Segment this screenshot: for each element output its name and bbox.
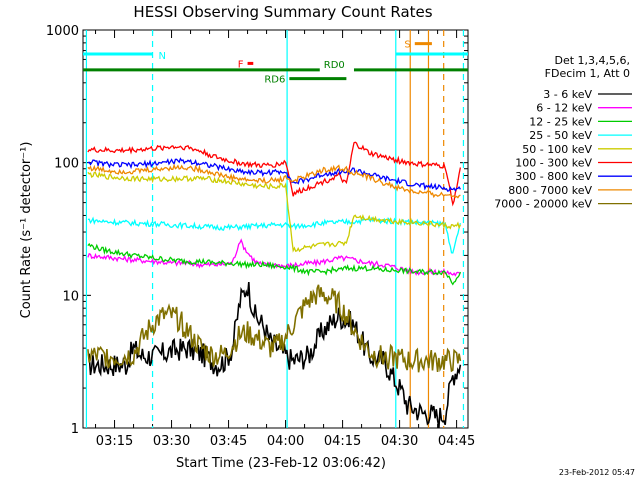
y-tick-label: 1000 <box>46 24 79 39</box>
legend: Det 1,3,4,5,6, FDecim 1, Att 0 3 - 6 keV… <box>494 54 632 211</box>
x-tick-label: 04:15 <box>324 434 361 449</box>
legend-label-4: 50 - 100 keV <box>522 143 592 156</box>
y-tick-label: 1 <box>71 422 79 437</box>
y-tick-label: 10 <box>62 289 79 304</box>
x-tick-label: 03:30 <box>153 434 190 449</box>
legend-label-8: 7000 - 20000 keV <box>494 198 592 211</box>
x-tick-label: 03:15 <box>96 434 133 449</box>
flag-label-n: N <box>159 51 166 62</box>
legend-label-7: 800 - 7000 keV <box>508 184 592 197</box>
x-tick-label: 04:30 <box>381 434 418 449</box>
series-line-4 <box>87 171 461 253</box>
y-axis-label: Count Rate (s⁻¹ detector⁻¹) <box>19 142 34 319</box>
legend-label-0: 3 - 6 keV <box>543 88 592 101</box>
legend-label-6: 300 - 800 keV <box>515 170 592 183</box>
series-line-1 <box>87 238 461 277</box>
y-tick-label: 100 <box>54 157 79 172</box>
series-line-7 <box>87 163 461 199</box>
flag-label-rd6: RD6 <box>264 75 285 86</box>
flag-label-s: S <box>404 40 410 51</box>
x-tick-label: 03:45 <box>210 434 247 449</box>
series-line-0 <box>87 282 462 428</box>
footer-date: 23-Feb-2012 05:47 <box>559 468 635 477</box>
legend-label-5: 100 - 300 keV <box>515 157 592 170</box>
legend-header-line-1: Det 1,3,4,5,6, <box>554 54 630 67</box>
series-line-8 <box>87 284 462 373</box>
legend-label-3: 25 - 50 keV <box>529 129 592 142</box>
series-line-3 <box>87 216 462 254</box>
legend-header-line-2: FDecim 1, Att 0 <box>545 67 630 80</box>
flag-label-f: F <box>238 59 244 70</box>
series-line-6 <box>87 157 461 192</box>
series-line-5 <box>87 141 462 207</box>
legend-label-1: 6 - 12 keV <box>536 102 592 115</box>
x-axis-label: Start Time (23-Feb-12 03:06:42) <box>176 456 386 471</box>
x-tick-label: 04:00 <box>267 434 304 449</box>
flag-label-rd0: RD0 <box>324 60 345 71</box>
chart-title: HESSI Observing Summary Count Rates <box>133 3 432 21</box>
legend-label-2: 12 - 25 keV <box>529 115 592 128</box>
plot-frame <box>82 29 469 429</box>
x-tick-label: 04:45 <box>438 434 475 449</box>
series-line-2 <box>87 242 462 286</box>
